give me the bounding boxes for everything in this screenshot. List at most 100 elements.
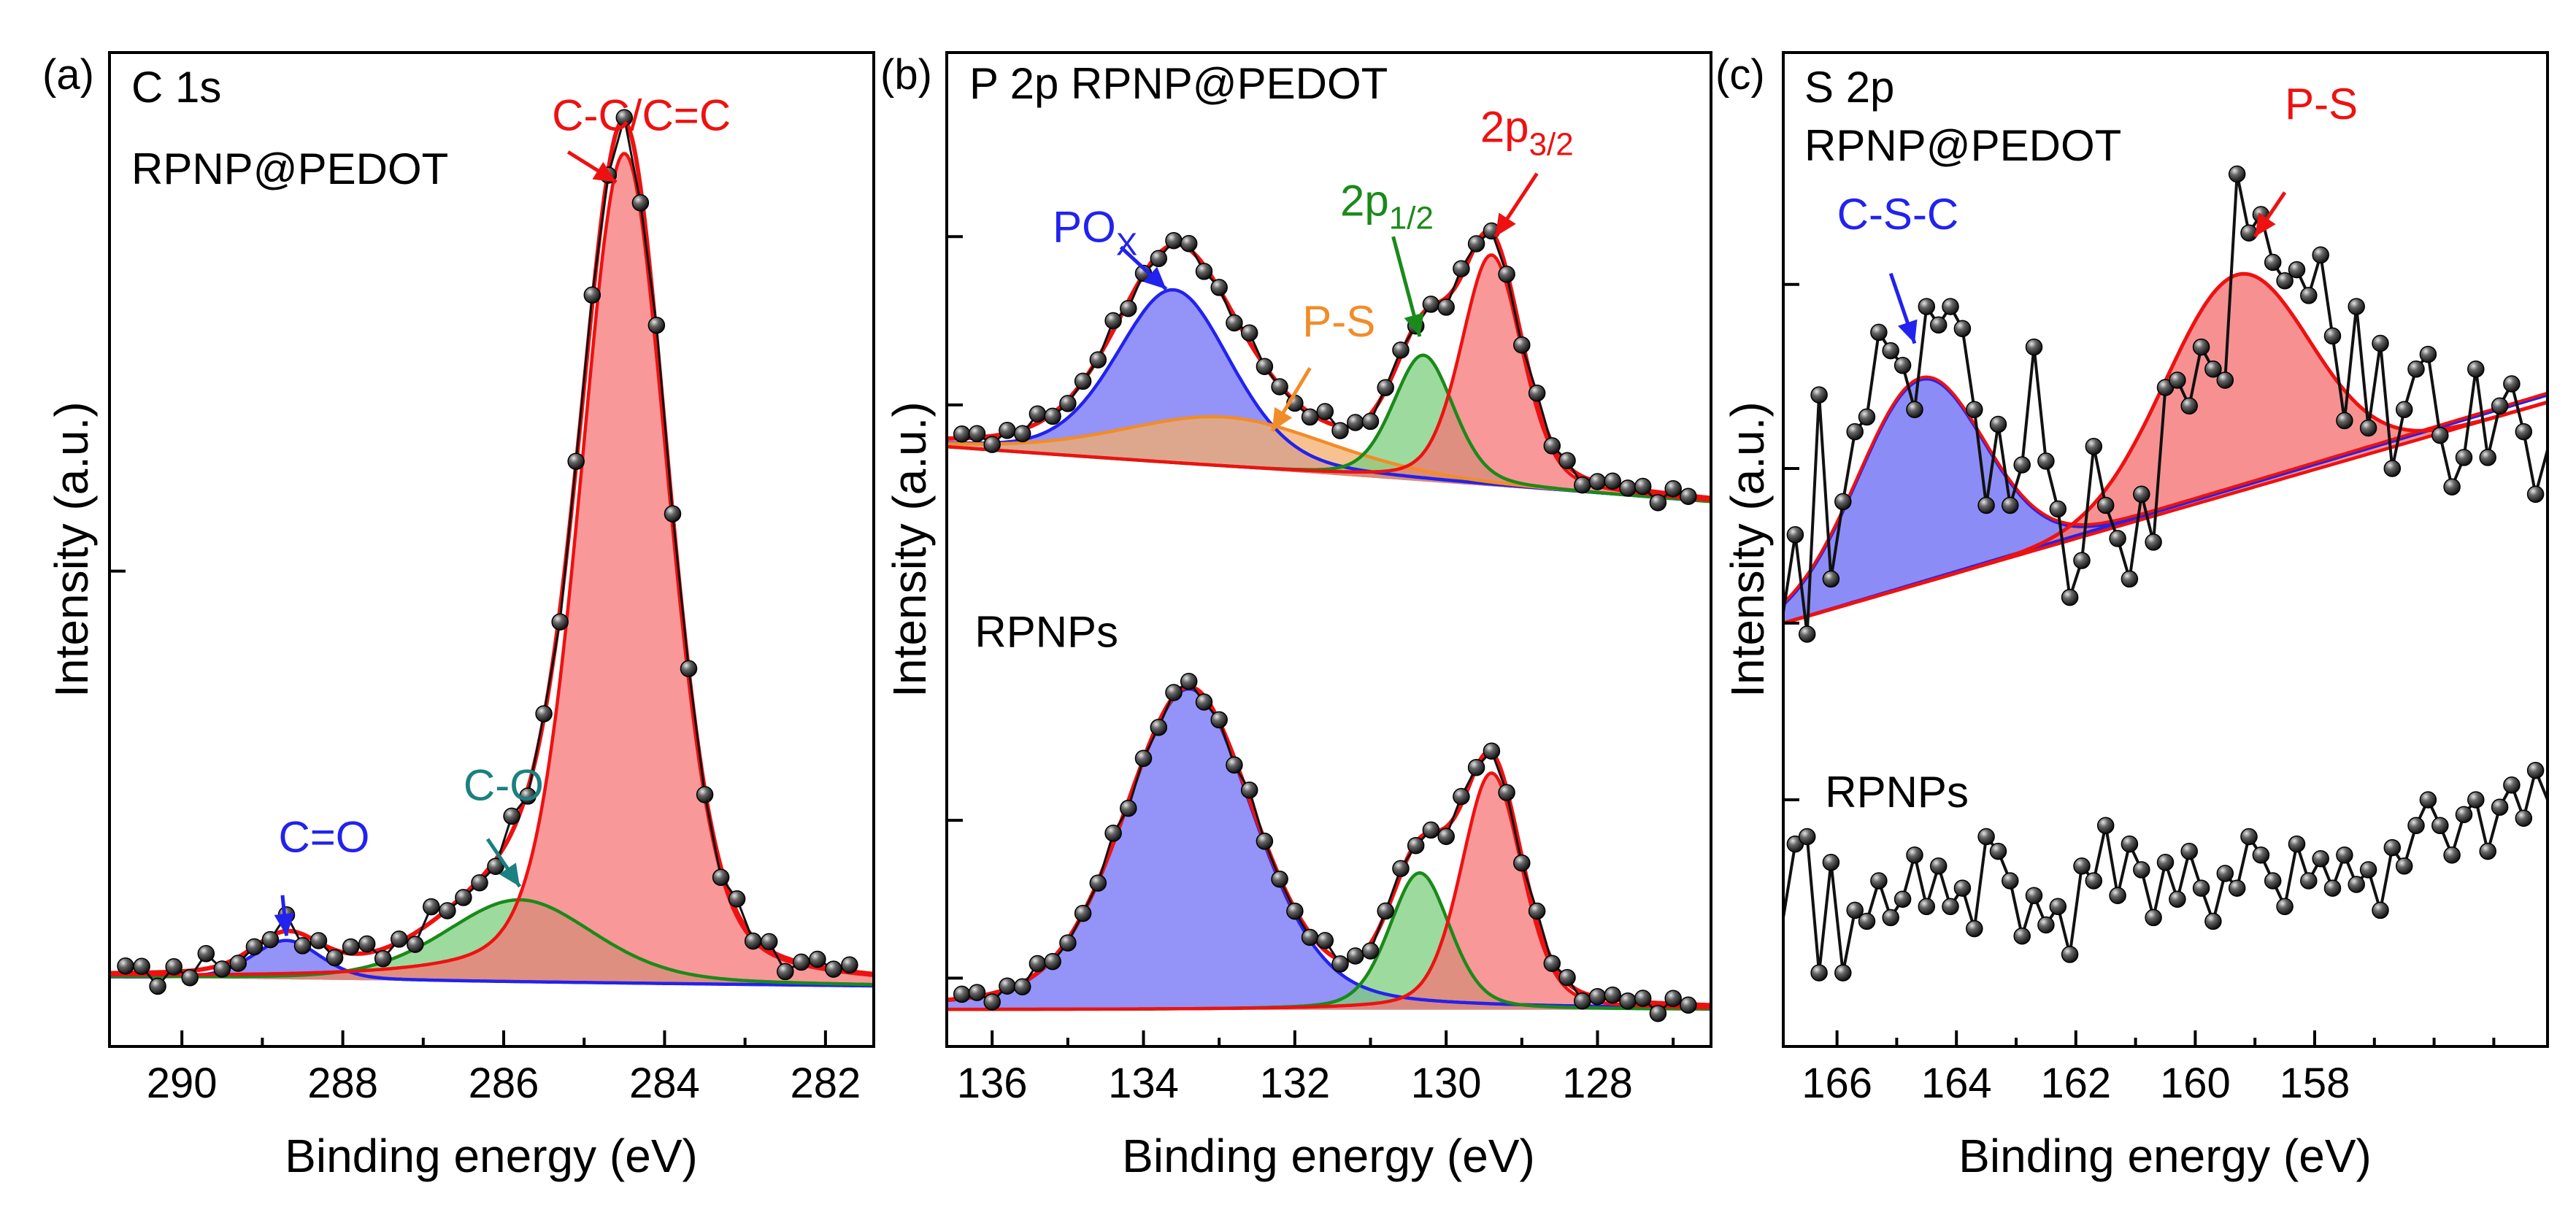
- panel-c-data-point: [1953, 320, 1972, 338]
- panel-b-tag: (b): [880, 51, 932, 99]
- panel-b-data-point: [1240, 781, 1258, 799]
- panel-a-xtick-label: 288: [307, 1060, 378, 1107]
- panel-b-data-point: [1634, 477, 1652, 495]
- panel-a-annotation-1-arrow-head: [499, 863, 520, 887]
- panel-c-data-point: [2216, 371, 2234, 389]
- panel-b-ylabel: Intensity (a.u.): [883, 401, 936, 698]
- panel-c-data-point: [2204, 912, 2222, 930]
- panel-b-data-point: [1074, 372, 1092, 390]
- panel-c-data-point: [2180, 842, 2198, 860]
- panel-c-data-point: [1906, 401, 1923, 419]
- panel-a-data-point: [519, 787, 537, 805]
- panel-b-data-point: [1634, 990, 1652, 1007]
- panel-b-data-point: [1180, 673, 1198, 690]
- panel-c-data-point: [2515, 809, 2533, 827]
- panel-b-data-point: [1120, 299, 1137, 317]
- panel-b-stack1-peak-fill-POx: [947, 689, 1711, 1010]
- panel-c-data-point: [1858, 912, 1876, 930]
- panel-c-data-point: [2121, 570, 2139, 588]
- panel-a-data-point: [197, 945, 215, 963]
- panel-b-data-point: [1226, 314, 1243, 332]
- panel-b-data-point: [1604, 986, 1621, 1004]
- panel-c-data-point: [2443, 846, 2461, 864]
- panel-c-data-point: [1929, 857, 1948, 875]
- panel-c-data-point: [1966, 919, 1983, 938]
- panel-a-peak-line-C-C/C=C: [109, 152, 874, 977]
- panel-b-annotation-2-arrow-head: [1404, 312, 1424, 337]
- panel-b-annotation-0-arrow-head: [1143, 266, 1166, 290]
- panel-c-data-point: [2383, 838, 2402, 857]
- panel-b-data-point: [953, 985, 971, 1003]
- panel-c-data-point: [2323, 879, 2342, 897]
- panel-a-data-point: [583, 286, 601, 304]
- panel-b-data-point: [1664, 479, 1682, 498]
- panel-b-data-point: [1271, 870, 1288, 888]
- panel-c-data-point: [2096, 817, 2115, 835]
- panel-b-data-point: [1483, 742, 1501, 760]
- panel-a-data-point: [615, 109, 634, 127]
- panel-b-data-point: [1437, 298, 1455, 316]
- panel-c-data-point: [1822, 570, 1840, 588]
- panel-c-data-point: [2061, 946, 2079, 963]
- panel-b-data-point: [1074, 904, 1092, 922]
- panel-b-data-point: [1377, 379, 1394, 396]
- panel-b-data-point: [1104, 825, 1122, 842]
- panel-c-data-point: [1834, 493, 1852, 511]
- panel-c-data-point: [2479, 449, 2496, 466]
- panel-b-data-point: [999, 422, 1016, 439]
- panel-c-data-point: [2049, 898, 2067, 916]
- panel-b-data-point: [1437, 828, 1455, 845]
- panel-c-stack-label-0: RPNPs: [1825, 768, 1969, 817]
- panel-c-data-point: [2216, 865, 2234, 882]
- panel-a-data-point: [664, 505, 682, 522]
- panel-c-data-point: [2025, 887, 2043, 904]
- panel-a-data-point: [133, 957, 150, 976]
- panel-c-data-point: [2336, 412, 2353, 430]
- panel-a-data-point: [744, 932, 762, 950]
- panel-b-data-point: [1013, 425, 1031, 443]
- panel-b-data-point: [1013, 978, 1031, 995]
- panel-c-data-point: [2288, 261, 2306, 279]
- panel-a-axes: 290 288 286 284 282 C=O C-O C-C/C=C: [109, 91, 861, 1107]
- panel-c-data-point: [2180, 397, 2198, 415]
- panel-c-xlabel: Binding energy (eV): [1958, 1130, 2372, 1182]
- panel-c-xtick-label: 158: [2280, 1060, 2350, 1107]
- panel-b-stack-label-0: RPNPs: [974, 607, 1118, 656]
- panel-a-data-point: [487, 857, 504, 875]
- panel-a-data-point: [825, 960, 842, 978]
- panel-c-data-point: [2479, 842, 2496, 860]
- panel-c-data-point: [2085, 872, 2103, 890]
- panel-b-annotation-1-arrow-head: [1272, 406, 1293, 431]
- panel-c-title-line1: S 2p: [1804, 63, 1894, 112]
- panel-b-data-point: [1331, 955, 1349, 973]
- panel-c-data-point: [1882, 909, 1899, 927]
- panel-c-data-point: [2204, 360, 2222, 378]
- panel-b-data-point: [1558, 452, 1576, 469]
- panel-c-data-point: [2383, 460, 2402, 477]
- panel-c-annotation-0: C-S-C: [1837, 190, 1959, 239]
- panel-c-data-point: [2455, 806, 2473, 823]
- panel-a-annotation-2-arrow-head: [592, 161, 617, 182]
- panel-b-data-point: [1331, 422, 1349, 439]
- panel-a-data-point: [391, 930, 408, 948]
- panel-c-annotation-1-arrow-head: [2255, 212, 2276, 237]
- panel-a-plot: [109, 109, 874, 995]
- panel-c-data-point: [1822, 854, 1840, 871]
- panel-b-data-point: [1392, 341, 1410, 359]
- panel-c-data-point: [2431, 426, 2449, 444]
- panel-c-red-peak-fill: [1783, 274, 2548, 623]
- panel-a-data-point: [149, 977, 166, 995]
- panel-b-data-point: [1195, 263, 1213, 280]
- panel-a-xtick-label: 284: [629, 1060, 700, 1107]
- panel-c-data-point: [2419, 345, 2437, 363]
- panel-b-data-point: [1513, 336, 1531, 354]
- panel-b-annotation-0: POX: [1053, 202, 1137, 262]
- panel-a-data-point: [809, 950, 826, 968]
- panel-a-title-line2: RPNP@PEDOT: [131, 144, 448, 193]
- panel-b-data-point: [968, 425, 986, 442]
- panel-a-c1s: 290 288 286 284 282 C=O C-O C-C/C=C (a) C 1s RP…: [42, 51, 875, 1182]
- panel-c-data-point: [2228, 879, 2246, 897]
- panel-c-data-point: [1989, 415, 2007, 433]
- panel-c-data-point: [2169, 890, 2186, 908]
